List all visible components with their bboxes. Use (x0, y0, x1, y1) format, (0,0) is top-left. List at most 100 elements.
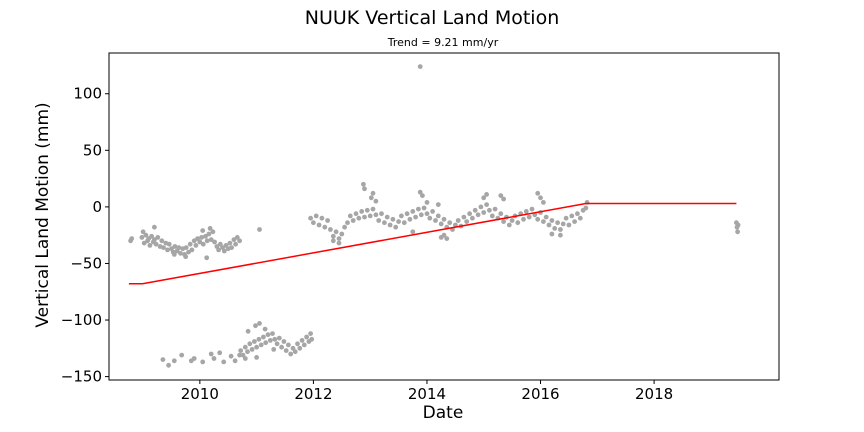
data-point (481, 210, 487, 215)
data-point (229, 245, 235, 251)
data-point (166, 362, 172, 368)
data-point (433, 218, 438, 223)
data-point (200, 241, 206, 247)
data-point (309, 336, 315, 342)
data-point (484, 192, 489, 197)
data-point (227, 240, 233, 246)
data-point (299, 338, 305, 343)
x-tick-label: 2016 (521, 385, 559, 403)
data-point (418, 212, 424, 218)
data-point (509, 218, 515, 223)
data-point (563, 215, 569, 221)
data-point (515, 220, 521, 226)
data-point (583, 205, 589, 211)
data-point (161, 245, 166, 251)
y-tick-label: −50 (70, 254, 102, 272)
data-point (478, 204, 484, 210)
data-point (424, 211, 430, 217)
data-point (200, 359, 206, 365)
data-point (350, 218, 356, 223)
data-point (361, 181, 366, 187)
data-point (538, 195, 543, 201)
data-point (362, 214, 367, 220)
data-point (261, 334, 266, 340)
x-tick-label: 2014 (408, 385, 446, 403)
data-point (217, 241, 223, 247)
data-point (189, 247, 195, 253)
data-point (152, 237, 157, 243)
data-point (187, 241, 193, 247)
y-tick-label: 100 (73, 85, 102, 103)
data-point (232, 358, 238, 364)
data-point (481, 195, 487, 201)
data-point (396, 219, 401, 225)
data-point (489, 213, 495, 219)
data-point (461, 214, 467, 220)
data-point (257, 321, 262, 326)
data-point (238, 348, 244, 353)
data-point (404, 211, 410, 217)
data-point (387, 222, 393, 228)
data-point (330, 238, 336, 244)
data-point (217, 350, 223, 356)
data-point (484, 202, 489, 208)
data-point (272, 336, 278, 342)
data-point (304, 334, 309, 340)
data-point (521, 216, 526, 222)
data-point (441, 216, 447, 222)
data-point (149, 233, 155, 239)
data-point (245, 328, 251, 334)
data-point (242, 356, 248, 361)
data-point (487, 207, 492, 213)
chart-title: NUUK Vertical Land Motion (305, 7, 559, 29)
data-point (208, 237, 214, 243)
data-point (410, 229, 416, 235)
data-point (356, 215, 362, 221)
data-point (336, 236, 342, 242)
y-tick-label: −150 (61, 368, 102, 386)
data-point (319, 215, 325, 221)
data-point (153, 241, 159, 247)
data-point (421, 205, 427, 211)
scatter-points (128, 64, 741, 368)
data-point (204, 238, 210, 244)
data-point (240, 352, 246, 358)
data-point (207, 226, 213, 231)
data-point (467, 211, 472, 217)
data-point (575, 211, 580, 217)
data-point (368, 195, 374, 201)
data-point (295, 341, 300, 347)
data-point (147, 243, 153, 248)
data-point (252, 339, 257, 344)
data-point (211, 356, 217, 361)
data-point (333, 229, 339, 235)
data-point (172, 244, 178, 249)
data-point (438, 221, 444, 227)
data-point (155, 235, 161, 240)
data-point (447, 220, 453, 226)
y-tick-label: 0 (92, 198, 102, 216)
data-point (347, 213, 353, 219)
data-point (206, 231, 212, 237)
data-point (390, 216, 396, 222)
data-point (577, 215, 583, 221)
data-point (139, 235, 145, 240)
data-point (286, 342, 291, 348)
data-point (283, 348, 289, 353)
data-point (438, 235, 444, 240)
data-point (166, 241, 172, 247)
data-point (159, 238, 165, 244)
data-point (345, 220, 350, 226)
data-point (417, 64, 423, 69)
data-point (199, 235, 205, 240)
data-point (292, 349, 298, 355)
data-point (203, 233, 208, 239)
data-point (501, 196, 506, 202)
data-point (506, 222, 512, 228)
y-tick-label: −100 (61, 311, 102, 329)
y-tick-label: 50 (83, 141, 102, 159)
x-tick-label: 2010 (181, 385, 219, 403)
data-point (370, 206, 376, 212)
data-point (308, 331, 313, 336)
data-point (279, 344, 284, 350)
